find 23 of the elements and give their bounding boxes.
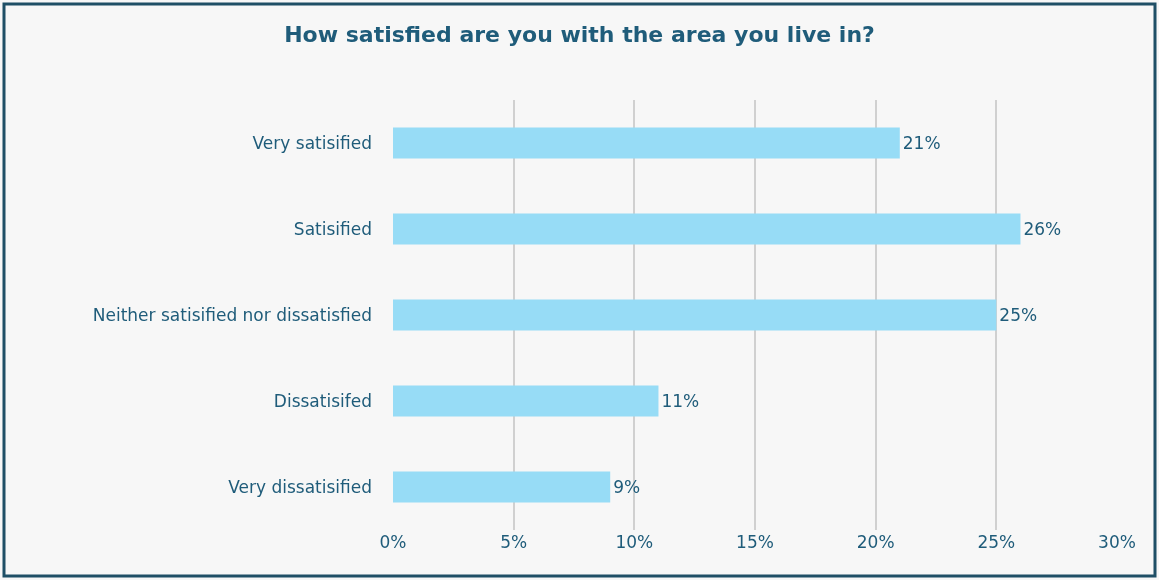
x-tick-label: 30% (1098, 532, 1136, 552)
y-tick-label: Satisified (293, 218, 372, 239)
x-tick-label: 25% (977, 532, 1016, 552)
x-tick-label: 5% (500, 532, 528, 552)
x-tick-label: 10% (615, 532, 654, 552)
y-tick-label: Dissatisifed (273, 390, 372, 411)
data-label: 11% (661, 391, 700, 411)
bar (393, 299, 997, 331)
x-tick-label: 15% (736, 532, 774, 552)
y-tick-label: Neither satisified nor dissatisfied (92, 304, 372, 325)
x-tick-label: 20% (856, 532, 895, 552)
data-label: 26% (1023, 219, 1062, 239)
chart-title: How satisfied are you with the area you live in? (284, 21, 875, 47)
x-tick-label: 0% (379, 532, 407, 552)
bar (393, 213, 1021, 245)
bar (393, 385, 659, 417)
bar (393, 127, 900, 159)
data-label: 9% (613, 477, 641, 497)
data-label: 21% (902, 133, 941, 153)
data-label: 25% (999, 305, 1038, 325)
y-tick-label: Very satisified (252, 132, 372, 153)
bar (393, 471, 611, 503)
y-tick-label: Very dissatisified (228, 476, 372, 497)
